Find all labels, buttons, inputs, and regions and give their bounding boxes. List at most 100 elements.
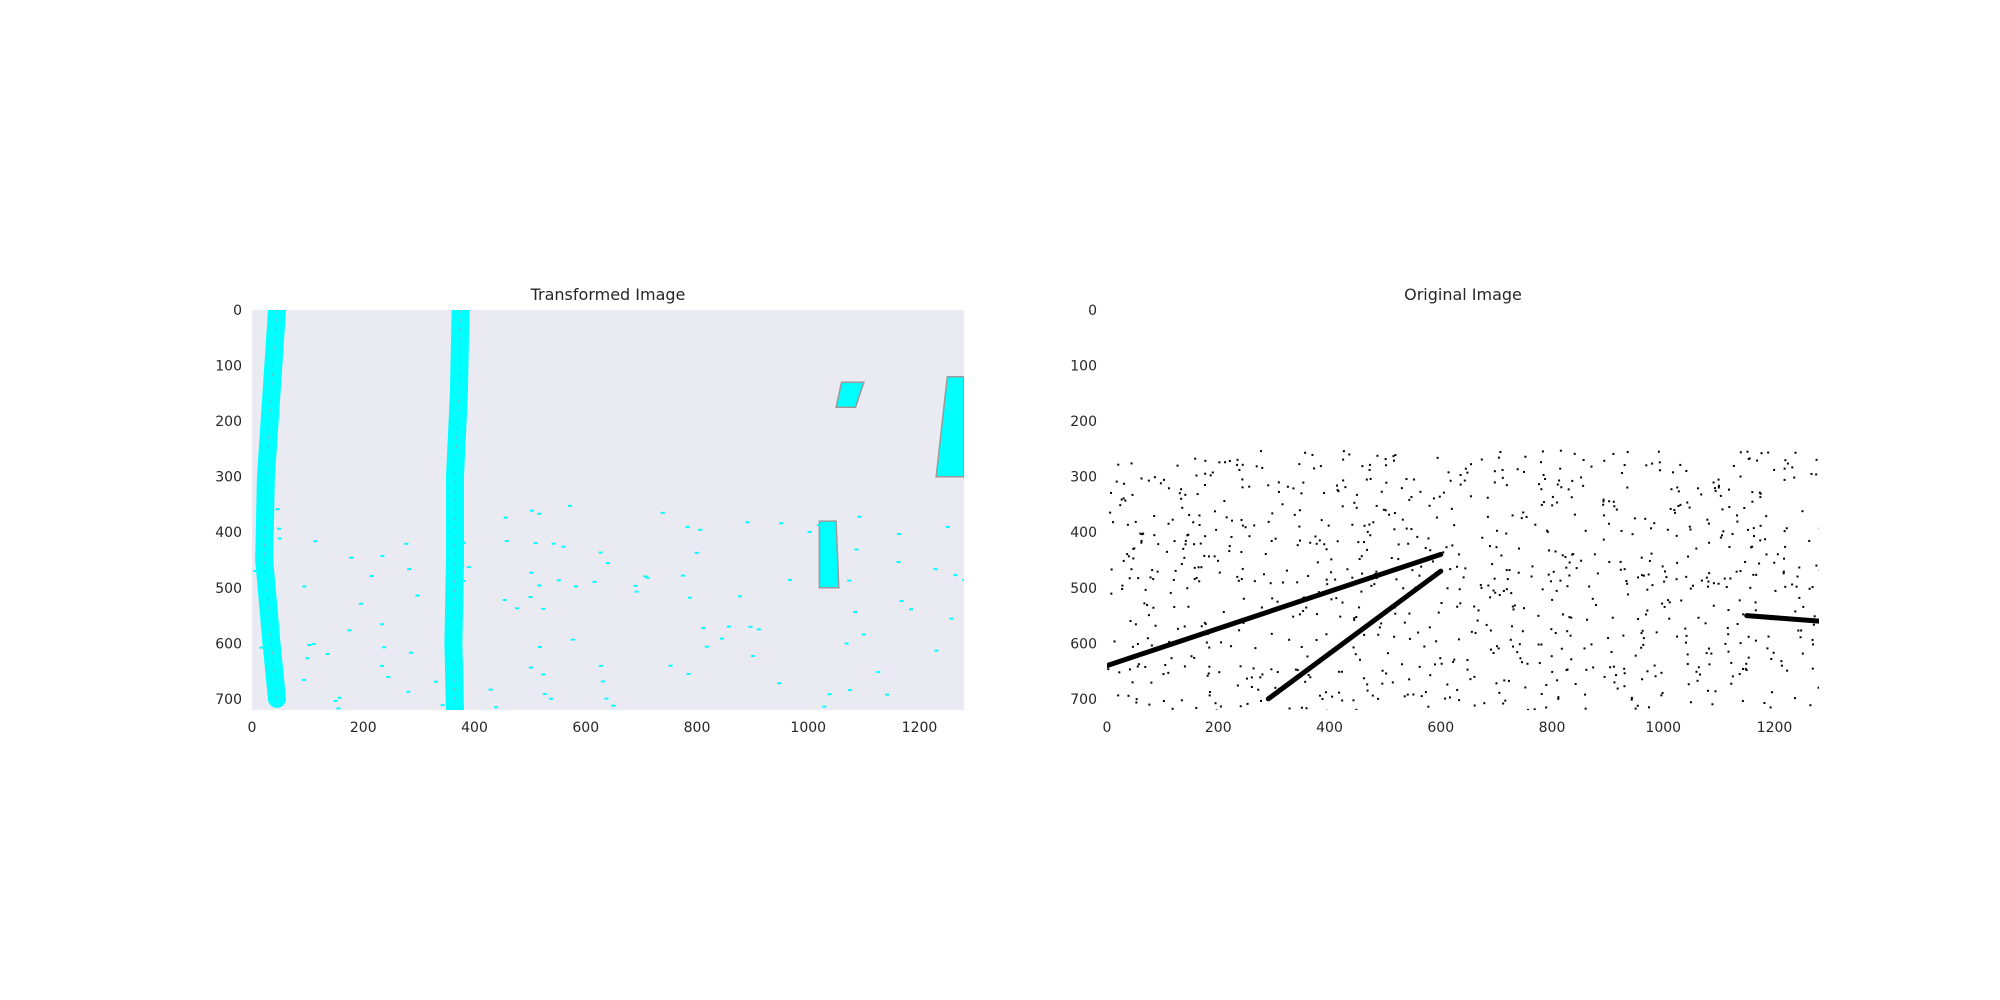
speckle (1140, 477, 1143, 480)
speckle (598, 664, 603, 667)
speckle (1570, 496, 1573, 499)
speckle (1610, 651, 1613, 654)
speckle (1200, 625, 1203, 628)
speckle (1438, 495, 1441, 498)
speckle (1721, 508, 1724, 511)
speckle (1213, 510, 1216, 513)
image-content (1107, 449, 1819, 710)
speckle (1509, 638, 1512, 641)
speckle (1676, 486, 1679, 489)
speckle (1307, 574, 1310, 577)
speckle (1195, 474, 1198, 477)
speckle (1228, 550, 1231, 553)
speckle (1583, 647, 1586, 650)
speckle (1394, 612, 1397, 615)
speckle (698, 528, 703, 531)
speckle (686, 672, 691, 675)
speckle (1642, 643, 1645, 646)
speckle (1459, 602, 1462, 605)
speckle (1417, 631, 1420, 634)
speckle (1277, 490, 1280, 493)
speckle (1292, 615, 1295, 618)
speckle (1408, 678, 1411, 681)
speckle (1607, 522, 1610, 525)
speckle (1516, 651, 1519, 654)
speckle (1705, 576, 1708, 579)
speckle (1184, 543, 1187, 546)
speckle (1727, 609, 1730, 612)
speckle (1684, 627, 1687, 630)
speckle (1523, 470, 1526, 473)
speckle (1397, 543, 1400, 546)
speckle (1505, 569, 1508, 572)
speckle (1129, 619, 1132, 622)
speckle (685, 525, 690, 528)
speckle (1257, 688, 1260, 691)
speckle (1352, 646, 1355, 649)
speckle (1469, 495, 1472, 498)
speckle (1225, 516, 1228, 519)
speckle (1554, 550, 1557, 553)
speckle (1570, 616, 1573, 619)
speckle (551, 542, 556, 545)
speckle (1641, 629, 1644, 632)
speckle (1549, 580, 1552, 583)
speckle (1565, 566, 1568, 569)
speckle (726, 625, 731, 628)
speckle (1765, 553, 1768, 556)
speckle (494, 706, 499, 709)
speckle (1697, 666, 1700, 669)
speckle (1647, 706, 1650, 709)
speckle (701, 627, 706, 630)
speckle (1769, 706, 1772, 709)
speckle (1464, 567, 1467, 570)
speckle (380, 555, 385, 558)
speckle (1533, 708, 1536, 710)
speckle (1785, 527, 1788, 530)
speckle (953, 574, 958, 577)
speckle (1808, 539, 1811, 542)
speckle (1502, 589, 1505, 592)
speckle (1732, 464, 1735, 467)
speckle (1483, 702, 1486, 705)
speckle (1298, 613, 1301, 616)
speckle (1362, 541, 1365, 544)
speckle (1550, 655, 1553, 658)
speckle (1516, 468, 1519, 471)
speckle (1298, 509, 1301, 512)
speckle (1173, 540, 1176, 543)
speckle (1239, 705, 1242, 708)
speckle (1699, 673, 1702, 676)
speckle (1758, 491, 1761, 494)
speckle (1324, 691, 1327, 694)
speckle (1706, 689, 1709, 692)
speckle (1551, 504, 1554, 507)
speckle (1513, 604, 1516, 607)
x-tick-label: 600 (572, 720, 599, 736)
y-tick-label: 400 (215, 525, 242, 541)
speckle (1573, 513, 1576, 516)
speckle (1271, 597, 1274, 600)
speckle (1644, 517, 1647, 520)
right-lane-edge (1744, 613, 1819, 624)
speckle (1627, 593, 1630, 596)
speckle (1122, 497, 1125, 500)
speckle (1497, 647, 1500, 650)
speckle (1486, 515, 1489, 518)
speckle (1767, 635, 1770, 638)
speckle (1288, 638, 1291, 641)
speckle (1502, 702, 1505, 705)
speckle (1244, 526, 1247, 529)
speckle (1615, 674, 1618, 677)
speckle (1115, 480, 1118, 483)
chart-title: Transformed Image (530, 285, 686, 304)
speckle (1429, 549, 1432, 552)
speckle (1276, 600, 1279, 603)
speckle (1812, 643, 1815, 646)
speckle (1546, 529, 1549, 532)
speckle (1208, 665, 1211, 668)
speckle (1637, 618, 1640, 621)
speckle (313, 540, 318, 543)
speckle (1772, 651, 1775, 654)
speckle (1672, 471, 1675, 474)
